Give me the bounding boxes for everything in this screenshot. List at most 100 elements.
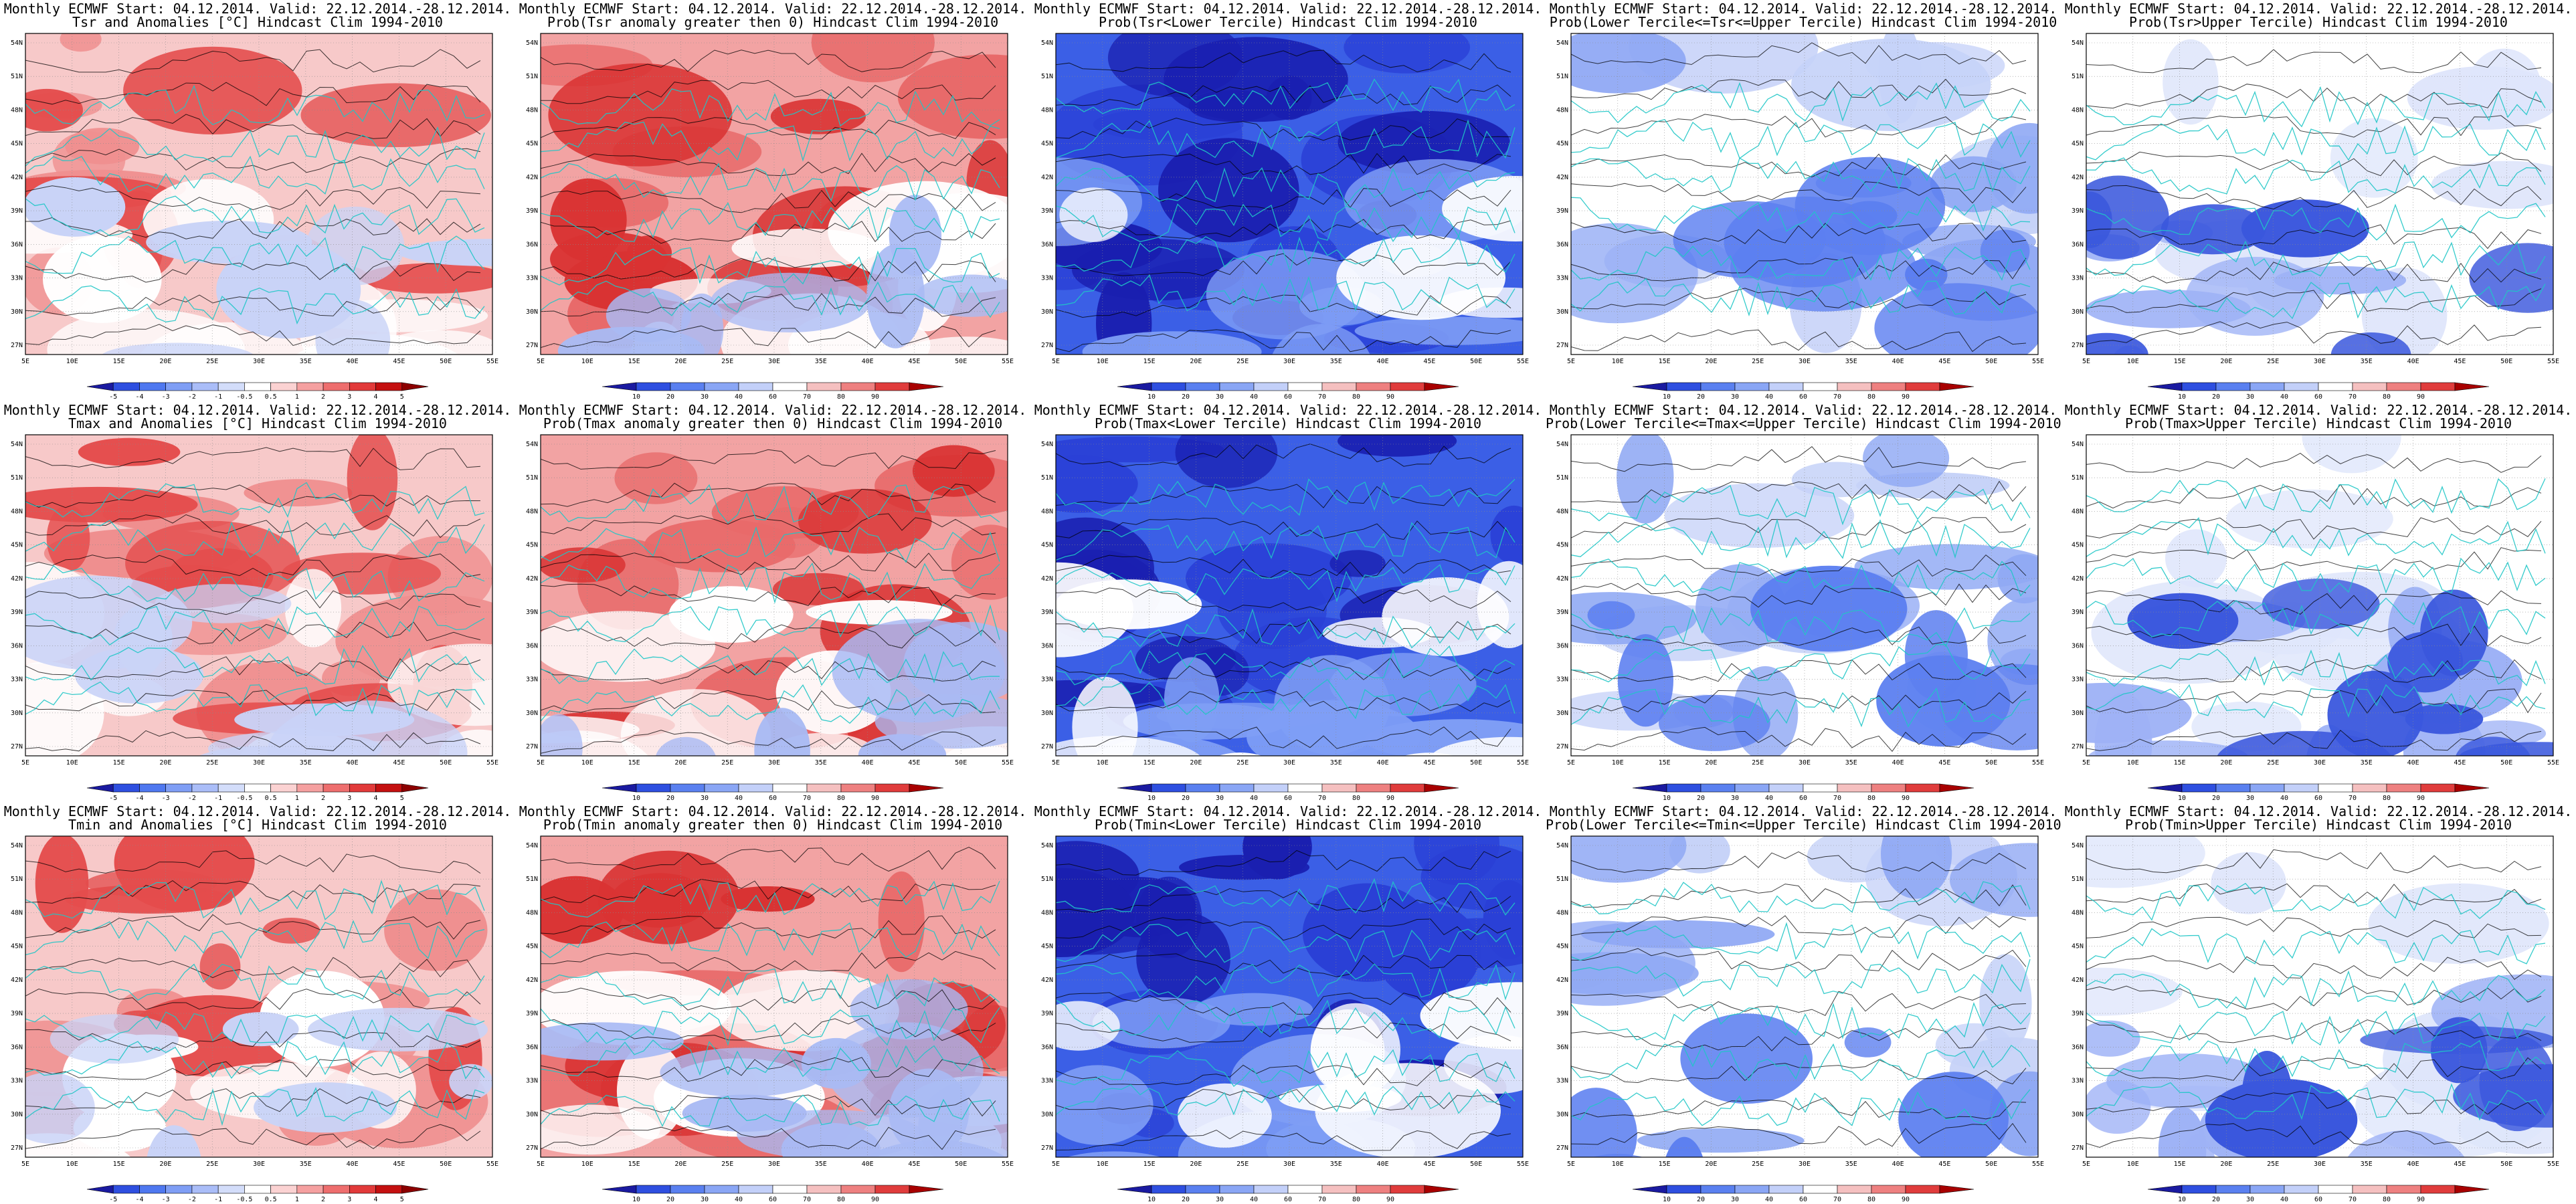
longitude-label: 35E <box>815 759 827 767</box>
colorbar-end-arrow <box>1424 1185 1459 1194</box>
map-shade-blob <box>1943 780 2011 803</box>
coastline <box>2086 86 2546 128</box>
longitude-label: 55E <box>486 759 498 767</box>
latitude-label: 33N <box>1041 275 1053 282</box>
colorbar-segment <box>772 1185 808 1194</box>
colorbar-label: 30 <box>701 393 709 401</box>
map-shade-blob <box>1863 435 1950 488</box>
longitude-label: 5E <box>1052 1161 1060 1168</box>
latitude-label: 42N <box>526 174 538 181</box>
longitude-label: 35E <box>300 1161 312 1168</box>
map-figure: 54N 51N 48N 45N 42N 39N 36N 33N 30N 27N 5E 10E 15E 20… <box>1041 33 1534 401</box>
longitude-label: 30E <box>768 358 780 365</box>
colorbar-segment <box>244 1185 271 1194</box>
latitude-label: 54N <box>11 441 23 448</box>
colorbar-segment <box>670 1185 705 1194</box>
temperature-contour <box>25 553 481 577</box>
temperature-contour <box>2086 1123 2542 1148</box>
colorbar-segment <box>2318 1185 2353 1194</box>
colorbar-label: 3 <box>347 1196 351 1203</box>
colorbar-label: 60 <box>769 1196 777 1203</box>
colorbar-segment <box>1700 1185 1736 1194</box>
colorbar-label: 20 <box>1697 795 1705 802</box>
colorbar-label: 40 <box>1765 1196 1773 1203</box>
map-frame <box>1570 33 2039 355</box>
map-shade-blob <box>1950 843 2038 917</box>
temperature-contour <box>541 730 996 754</box>
colorbar-label: 40 <box>2280 1196 2288 1203</box>
latitude-label: 42N <box>11 575 23 583</box>
temperature-contour <box>1571 884 2027 908</box>
panel-title-line1: Monthly ECMWF Start: 04.12.2014. Valid: … <box>1549 1 2057 17</box>
forecast-panel: 54N 51N 48N 45N 42N 39N 36N 33N 30N 27N 5E 10E 15E 20… <box>0 401 515 803</box>
colorbar-segment <box>2352 783 2387 793</box>
map-shade-blob <box>1477 369 1534 401</box>
latitude-label: 48N <box>11 508 23 515</box>
latitude-label: 51N <box>1556 73 1568 80</box>
temperature-contour <box>1571 480 2027 504</box>
longitude-label: 50E <box>1470 759 1482 767</box>
temperature-contour <box>25 217 481 239</box>
longitude-label: 45E <box>2454 358 2466 365</box>
temperature-contour <box>1571 948 2027 972</box>
colorbar-segment <box>1803 1185 1838 1194</box>
colorbar-label: 70 <box>1318 393 1326 401</box>
colorbar-segment <box>1356 382 1391 391</box>
colorbar-label: 90 <box>871 393 879 401</box>
temperature-contour <box>541 153 996 177</box>
map-frame <box>1570 434 2039 757</box>
colorbar-label: 10 <box>1147 393 1156 401</box>
latitude-label: 36N <box>526 642 538 649</box>
longitude-label: 10E <box>581 759 593 767</box>
colorbar-segment <box>2215 1185 2251 1194</box>
map-shade-blob <box>1272 324 1370 355</box>
colorbar-end-arrow <box>86 1185 114 1194</box>
colorbar-label: 80 <box>1867 795 1875 802</box>
latitude-label: 39N <box>1556 1010 1568 1017</box>
colorbar-end-arrow <box>1117 783 1152 793</box>
map-shade-blob <box>894 336 1008 355</box>
panel-title-line1: Monthly ECMWF Start: 04.12.2014. Valid: … <box>1549 803 2057 819</box>
temperature-contour <box>1056 1129 1511 1152</box>
longitude-label: 20E <box>674 1161 686 1168</box>
colorbar-segment <box>1871 382 1906 391</box>
map-shade-blob <box>878 871 925 973</box>
panel-title-line2: Tmin and Anomalies [°C] Hindcast Clim 19… <box>68 817 447 833</box>
map-shade-blob <box>361 263 492 294</box>
map-shade-blob <box>2479 1035 2553 1132</box>
panel-title-line2: Prob(Tmin<Lower Tercile) Hindcast Clim 1… <box>1095 817 1481 833</box>
temperature-contour <box>2086 730 2542 751</box>
colorbar-label: 30 <box>2246 393 2254 401</box>
colorbar-segment <box>1185 382 1220 391</box>
colorbar-label: -3 <box>162 393 170 401</box>
colorbar-label: 1 <box>295 393 299 401</box>
panel-title-line1: Monthly ECMWF Start: 04.12.2014. Valid: … <box>519 402 1027 418</box>
latitude-label: 51N <box>1041 73 1053 80</box>
map-shade-blob <box>25 88 83 132</box>
temperature-contour <box>2086 453 2542 473</box>
map-shade-blob <box>300 83 491 147</box>
colorbar-end-arrow <box>602 382 637 391</box>
forecast-panel: 54N 51N 48N 45N 42N 39N 36N 33N 30N 27N 5E 10E 15E 20… <box>515 803 1030 1204</box>
coastline <box>1571 118 2031 159</box>
map-shade-blob <box>772 573 864 605</box>
colorbar-label: 80 <box>1867 393 1875 401</box>
map-shade-blob <box>2483 765 2576 791</box>
coastline <box>2086 557 2546 594</box>
colorbar-label: 40 <box>735 1196 743 1203</box>
coastline <box>2086 1011 2546 1045</box>
panel-title-line1: Monthly ECMWF Start: 04.12.2014. Valid: … <box>2064 402 2573 418</box>
colorbar-label: 60 <box>1799 393 1807 401</box>
map-shade-blob <box>315 300 391 355</box>
coastline <box>1571 959 2031 997</box>
longitude-label: 35E <box>2361 358 2373 365</box>
map-shade-blob <box>1617 435 1674 524</box>
map-shade-blob <box>811 33 935 83</box>
longitude-label: 5E <box>537 358 545 365</box>
latitude-label: 27N <box>2072 342 2084 349</box>
colorbar-segment <box>840 783 876 793</box>
colorbar-label: 10 <box>632 795 640 802</box>
map-shade-blob <box>2086 332 2148 355</box>
coastline <box>25 1086 485 1126</box>
colorbar-segment <box>1390 1185 1425 1194</box>
